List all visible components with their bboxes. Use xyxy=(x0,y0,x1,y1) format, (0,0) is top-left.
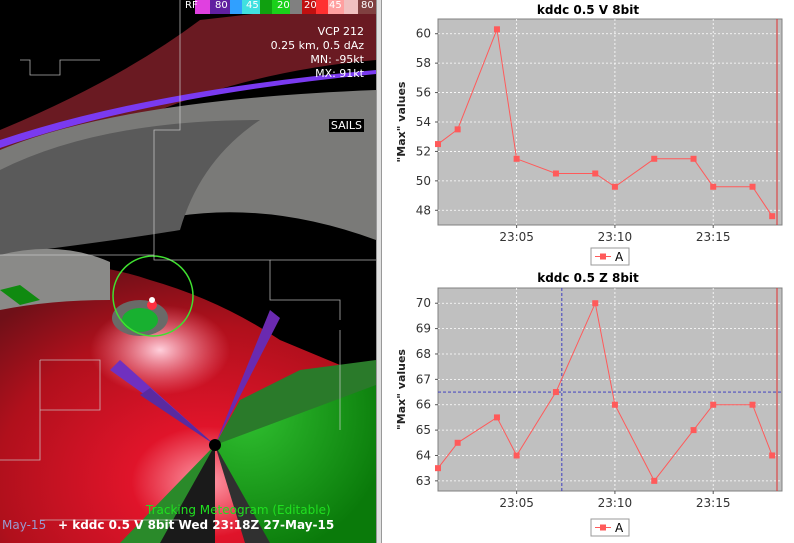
data-point xyxy=(710,183,717,190)
colorbar-product-label: RF xyxy=(185,0,198,11)
x-tick-label: 23:15 xyxy=(696,496,731,510)
y-tick-label: 54 xyxy=(416,115,431,129)
data-point xyxy=(749,183,756,190)
legend-marker xyxy=(600,524,606,531)
chart-title: kddc 0.5 Z 8bit xyxy=(537,271,639,285)
y-tick-label: 68 xyxy=(416,347,431,361)
y-tick-label: 60 xyxy=(416,27,431,41)
velocity-chart[interactable]: 48 50 52 54 56 58 60 23:05 23:10 23:15 "Max" value… xyxy=(382,0,794,271)
legend-marker xyxy=(600,253,606,260)
data-point xyxy=(690,155,697,162)
data-point xyxy=(552,170,559,177)
legend-label: A xyxy=(615,521,624,535)
data-point xyxy=(552,389,559,396)
y-tick-label: 67 xyxy=(416,372,431,386)
y-tick-label: 63 xyxy=(416,474,431,488)
radar-image[interactable] xyxy=(0,0,376,543)
colorbar-tick: 45 xyxy=(246,0,259,11)
colorbar-tick: 20 xyxy=(304,0,317,11)
meteogram-label[interactable]: Tracking Meteogram (Editable) xyxy=(146,503,331,517)
data-point xyxy=(769,452,776,459)
x-tick-label: 23:05 xyxy=(499,230,534,244)
data-point xyxy=(454,439,461,446)
data-point xyxy=(513,452,520,459)
y-tick-label: 50 xyxy=(416,174,431,188)
data-point xyxy=(435,141,441,148)
x-tick-label: 23:15 xyxy=(696,230,731,244)
series-line xyxy=(437,301,773,482)
data-point xyxy=(513,155,520,162)
y-tick-label: 52 xyxy=(416,144,431,158)
y-tick-label: 56 xyxy=(416,86,431,100)
reflectivity-chart[interactable]: 63 64 65 66 67 68 69 70 23:05 23:10 23:15 "Max" val… xyxy=(382,271,794,543)
y-axis-label: "Max" values xyxy=(395,349,408,430)
data-point xyxy=(690,427,697,434)
series-line xyxy=(437,27,773,217)
data-point xyxy=(611,401,618,408)
colorbar-tick: 80 xyxy=(361,0,374,11)
data-point xyxy=(493,414,500,421)
y-tick-label: 69 xyxy=(416,322,431,336)
status-date-fragment: May-15 xyxy=(2,518,47,532)
y-tick-label: 65 xyxy=(416,423,431,437)
legend-label: A xyxy=(615,250,624,264)
resolution-label: 0.25 km, 0.5 dAz xyxy=(270,39,364,52)
y-axis-label: "Max" values xyxy=(395,81,408,162)
data-point xyxy=(592,300,599,307)
color-scale-gradient xyxy=(195,0,376,14)
data-point xyxy=(611,183,618,190)
y-tick-label: 66 xyxy=(416,398,431,412)
radar-display[interactable]: RF 80 45 20 20 45 80 VCP 212 0.25 km, 0.… xyxy=(0,0,376,543)
vcp-label: VCP 212 xyxy=(317,25,364,38)
pane-divider[interactable] xyxy=(376,0,382,543)
min-value-label: MN: -95kt xyxy=(310,53,364,66)
data-point xyxy=(493,26,500,33)
x-tick-label: 23:10 xyxy=(598,230,633,244)
data-point xyxy=(454,126,461,133)
plot-area xyxy=(437,287,783,492)
data-point xyxy=(435,465,441,472)
x-tick-label: 23:05 xyxy=(499,496,534,510)
y-tick-label: 48 xyxy=(416,203,431,217)
colorbar-tick: 20 xyxy=(277,0,290,11)
chart-title: kddc 0.5 V 8bit xyxy=(536,3,640,17)
data-point xyxy=(710,401,717,408)
sails-label: SAILS xyxy=(328,119,364,132)
y-tick-label: 70 xyxy=(416,296,431,310)
x-tick-label: 23:10 xyxy=(598,496,633,510)
status-line: + kddc 0.5 V 8bit Wed 23:18Z 27-May-15 xyxy=(58,518,335,532)
data-point xyxy=(651,477,658,484)
y-tick-label: 64 xyxy=(416,448,431,462)
reflectivity-chart-panel: kddc 0.5 Z 8bit 63 64 65 66 67 68 69 70 23:05 23:… xyxy=(382,271,794,543)
data-point xyxy=(592,170,599,177)
y-tick-label: 58 xyxy=(416,56,431,70)
data-point xyxy=(651,155,658,162)
max-value-label: MX: 91kt xyxy=(315,67,364,80)
data-point xyxy=(769,213,776,220)
data-point xyxy=(749,401,756,408)
colorbar-tick: 80 xyxy=(215,0,228,11)
color-scale-bar: RF 80 45 20 20 45 80 xyxy=(183,0,376,14)
colorbar-tick: 45 xyxy=(329,0,342,11)
velocity-chart-panel: kddc 0.5 V 8bit 48 50 52 54 56 58 60 23:05 23:10… xyxy=(382,0,794,271)
